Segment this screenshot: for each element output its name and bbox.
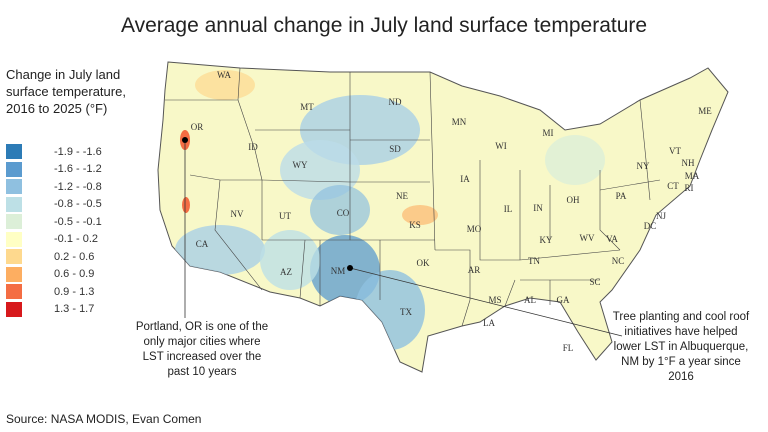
legend-label: -0.5 - -0.1 [54, 215, 102, 228]
state-label-tx: TX [400, 307, 412, 317]
legend-label: -1.2 - -0.8 [54, 180, 102, 193]
state-label-wy: WY [293, 160, 308, 170]
state-label-ga: GA [557, 295, 570, 305]
source-note: Source: NASA MODIS, Evan Comen [6, 412, 202, 426]
legend-item: -1.2 - -0.8 [6, 178, 102, 196]
state-label-mo: MO [467, 224, 482, 234]
portland-annotation: Portland, OR is one of the only major ci… [135, 321, 269, 378]
legend-item: -0.1 - 0.2 [6, 231, 102, 249]
legend-label: -0.8 - -0.5 [54, 198, 102, 211]
state-label-ri: RI [685, 183, 694, 193]
state-label-dc: DC [644, 221, 657, 231]
legend: -1.9 - -1.6 -1.6 - -1.2 -1.2 - -0.8 -0.8 - … [6, 143, 102, 318]
state-label-wv: WV [580, 233, 595, 243]
state-label-mi: MI [543, 128, 554, 138]
legend-title: Change in July land surface temperature,… [6, 67, 126, 116]
annotation-albuquerque [347, 265, 623, 337]
state-label-mn: MN [452, 117, 467, 127]
state-label-ms: MS [488, 295, 501, 305]
state-label-sc: SC [589, 277, 600, 287]
legend-swatch [6, 196, 22, 212]
legend-label: 1.3 - 1.7 [54, 303, 95, 316]
state-label-sd: SD [389, 144, 401, 154]
state-label-wi: WI [495, 141, 507, 151]
legend-label: 0.2 - 0.6 [54, 250, 95, 263]
state-label-nh: NH [682, 158, 695, 168]
legend-swatch [6, 249, 22, 265]
legend-swatch [6, 144, 22, 160]
temperature-change-layer [175, 70, 605, 350]
portland-marker [182, 137, 188, 143]
legend-label: 0.9 - 1.3 [54, 285, 95, 298]
state-label-ut: UT [279, 211, 291, 221]
state-label-me: ME [698, 106, 712, 116]
legend-label: -0.1 - 0.2 [54, 233, 99, 246]
state-label-ar: AR [468, 265, 481, 275]
legend-item: 1.3 - 1.7 [6, 301, 102, 319]
state-label-al: AL [524, 295, 536, 305]
legend-item: -0.8 - -0.5 [6, 196, 102, 214]
legend-swatch [6, 301, 22, 317]
state-label-nm: NM [331, 266, 346, 276]
legend-label: -1.6 - -1.2 [54, 163, 102, 176]
state-label-tn: TN [528, 256, 540, 266]
state-label-in: IN [533, 203, 543, 213]
state-label-mt: MT [300, 102, 314, 112]
state-label-ia: IA [460, 174, 470, 184]
state-label-oh: OH [567, 195, 580, 205]
legend-swatch [6, 266, 22, 282]
state-label-ma: MA [685, 171, 700, 181]
legend-label: 0.6 - 0.9 [54, 268, 95, 281]
state-label-ok: OK [417, 258, 430, 268]
albuquerque-annotation: Tree planting and cool roof initiatives … [612, 311, 750, 383]
legend-item: 0.6 - 0.9 [6, 266, 102, 284]
legend-item: -1.6 - -1.2 [6, 161, 102, 179]
state-label-nv: NV [231, 209, 244, 219]
state-label-ny: NY [637, 161, 650, 171]
albuquerque-marker [347, 265, 353, 271]
legend-item: -0.5 - -0.1 [6, 213, 102, 231]
legend-swatch [6, 214, 22, 230]
legend-item: 0.9 - 1.3 [6, 283, 102, 301]
state-label-ca: CA [196, 239, 209, 249]
state-borders [165, 67, 661, 327]
state-label-id: ID [248, 142, 258, 152]
state-label-nj: NJ [656, 211, 666, 221]
state-label-la: LA [483, 318, 495, 328]
state-label-az: AZ [280, 267, 292, 277]
state-label-nd: ND [389, 97, 402, 107]
state-label-fl: FL [563, 343, 574, 353]
state-label-ky: KY [540, 235, 553, 245]
state-label-ne: NE [396, 191, 408, 201]
state-label-pa: PA [616, 191, 627, 201]
state-label-vt: VT [669, 146, 681, 156]
legend-swatch [6, 231, 22, 247]
state-label-or: OR [191, 122, 204, 132]
state-label-ct: CT [667, 181, 679, 191]
legend-swatch [6, 284, 22, 300]
state-label-ks: KS [409, 220, 421, 230]
state-label-wa: WA [217, 70, 231, 80]
state-label-il: IL [504, 204, 513, 214]
legend-item: 0.2 - 0.6 [6, 248, 102, 266]
state-label-co: CO [337, 208, 350, 218]
state-label-nc: NC [612, 256, 625, 266]
legend-swatch [6, 161, 22, 177]
annotation-portland [182, 137, 188, 318]
legend-item: -1.9 - -1.6 [6, 143, 102, 161]
legend-swatch [6, 179, 22, 195]
map-title: Average annual change in July land surfa… [120, 14, 648, 37]
legend-label: -1.9 - -1.6 [54, 145, 102, 158]
state-label-va: VA [606, 234, 618, 244]
